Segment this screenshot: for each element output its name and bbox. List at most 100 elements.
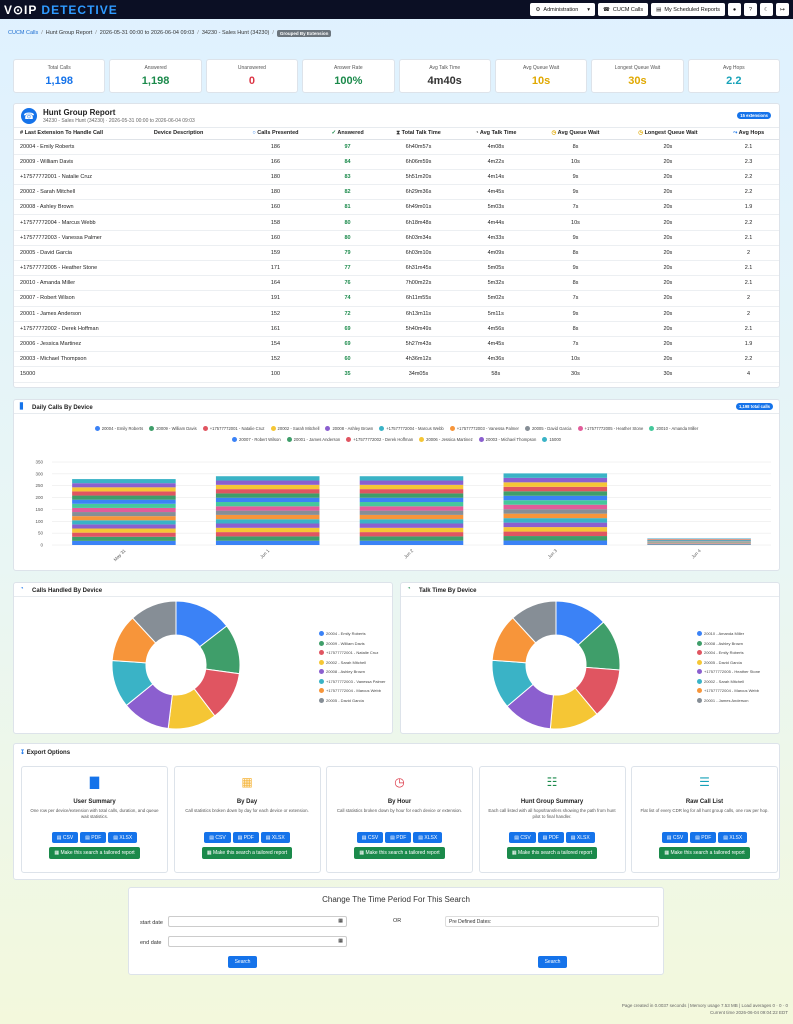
export-xlsx-button[interactable]: ▤ XLSX: [565, 832, 595, 843]
legend-item[interactable]: +17577772004 - Marcus Webb: [697, 686, 760, 696]
bar-stack[interactable]: [72, 479, 176, 545]
table-row[interactable]: +17577772003 - Vanessa Palmer 160 80 6h03m3…: [14, 230, 779, 246]
table-row[interactable]: 20007 - Robert Wilson 191 74 6h11m55s 5m02s 7…: [14, 290, 779, 307]
table-row[interactable]: 15000 100 35 34m05s 58s 30s 30s 4: [14, 366, 779, 383]
legend-item[interactable]: 20006 - Jessica Martinez: [419, 437, 473, 442]
column-icon: ✓: [331, 130, 338, 137]
legend-item[interactable]: +17577772005 - Heather Stone: [577, 426, 643, 431]
column-header[interactable]: ✓ Answered: [316, 128, 379, 140]
cucm-calls-button[interactable]: ☎ CUCM Calls: [598, 3, 649, 16]
table-row[interactable]: +17577772002 - Derek Hoffman 161 69 5h40m49…: [14, 321, 779, 337]
export-pdf-button[interactable]: ▤ PDF: [537, 832, 564, 843]
legend-item[interactable]: +17577772002 - Derek Hoffman: [346, 437, 413, 442]
export-csv-button[interactable]: ▤ CSV: [204, 832, 231, 843]
end-date-input[interactable]: ▦: [168, 936, 347, 947]
tailored-report-button[interactable]: ▦ Make this search a tailored report: [354, 847, 445, 859]
export-pdf-button[interactable]: ▤ PDF: [80, 832, 107, 843]
export-csv-button[interactable]: ▤ CSV: [51, 832, 79, 843]
legend-item[interactable]: +17577772004 - Marcus Webb: [379, 426, 444, 431]
legend-item[interactable]: 20002 - Sarah Mitchell: [319, 658, 385, 668]
bar-stack[interactable]: [503, 473, 608, 545]
table-row[interactable]: +17577772004 - Marcus Webb 158 80 6h18m48s 4…: [14, 214, 779, 231]
export-xlsx-button[interactable]: ▤ XLSX: [260, 832, 290, 843]
export-pdf-button[interactable]: ▤ PDF: [690, 832, 717, 843]
table-row[interactable]: 20001 - James Anderson 152 72 6h13m11s 5m11s…: [14, 306, 779, 322]
export-xlsx-button[interactable]: ▤ XLSX: [718, 832, 748, 843]
legend-item[interactable]: +17577772003 - Vanessa Palmer: [319, 677, 385, 687]
logout-button[interactable]: ↦: [776, 3, 789, 16]
administration-dropdown[interactable]: ⚙ Administration ▾: [530, 3, 596, 16]
table-row[interactable]: 20005 - David Garcia 159 79 6h03m10s 4m09s 8s…: [14, 245, 779, 262]
column-header[interactable]: # Last Extension To Handle Call: [14, 128, 148, 140]
export-csv-button[interactable]: ▤ CSV: [509, 832, 536, 843]
predefined-dates-select[interactable]: Pre Defined Dates:: [445, 916, 659, 927]
legend-item[interactable]: +17577772001 - Natalie Cruz: [319, 648, 385, 658]
search-button-custom[interactable]: Search: [228, 956, 257, 968]
donut-slice[interactable]: [512, 600, 557, 644]
legend-item[interactable]: 20001 - James Anderson: [697, 696, 760, 706]
column-header[interactable]: ◷ Avg Queue Wait: [533, 128, 618, 140]
table-row[interactable]: 20002 - Sarah Mitchell 180 82 6h29m36s 4m45s…: [14, 184, 779, 201]
tailored-report-button[interactable]: ▦ Make this search a tailored report: [201, 847, 293, 859]
app-logo[interactable]: V⊙IP DETECTIVE: [4, 2, 118, 17]
export-csv-button[interactable]: ▤ CSV: [661, 832, 689, 843]
legend-item[interactable]: 20008 - Ashley Brown: [697, 639, 760, 649]
legend-item[interactable]: +17577772005 - Heather Stone: [697, 667, 760, 677]
table-row[interactable]: +17577772001 - Natalie Cruz 180 83 5h51m20s…: [14, 169, 779, 186]
export-pdf-button[interactable]: ▤ PDF: [385, 832, 412, 843]
bar-stack[interactable]: [647, 538, 751, 545]
dark-mode-button[interactable]: ☾: [760, 3, 773, 16]
help-button[interactable]: ?: [744, 3, 757, 16]
table-row[interactable]: 20003 - Michael Thompson 152 60 4h36m12s 4m3…: [14, 351, 779, 368]
tailored-report-button[interactable]: ▦ Make this search a tailored report: [659, 847, 750, 859]
table-row[interactable]: 20008 - Ashley Brown 160 81 6h49m01s 5m03s 7s…: [14, 199, 779, 216]
legend-item[interactable]: +17577772001 - Natalie Cruz: [202, 426, 265, 431]
bar-stack[interactable]: [359, 476, 464, 545]
column-header[interactable]: ○ Calls Presented: [234, 128, 317, 140]
export-csv-button[interactable]: ▤ CSV: [356, 832, 384, 843]
column-header[interactable]: ⤳ Avg Hops: [718, 128, 779, 140]
legend-item[interactable]: 20003 - Michael Thompson: [478, 437, 536, 442]
legend-item[interactable]: 20002 - Sarah Mitchell: [697, 677, 760, 687]
table-row[interactable]: +17577772005 - Heather Stone 171 77 6h31m45…: [14, 260, 779, 277]
start-date-input[interactable]: ▦: [168, 916, 347, 927]
bar-stack[interactable]: [215, 476, 320, 545]
legend-item[interactable]: 20009 - William Davis: [319, 639, 385, 649]
column-header[interactable]: ◔ Avg Talk Time: [458, 128, 534, 140]
table-row[interactable]: 20010 - Amanda Miller 164 76 7h00m22s 5m32s 8…: [14, 275, 779, 292]
column-header[interactable]: ⧗ Total Talk Time: [378, 128, 459, 140]
donut-slice[interactable]: [131, 600, 177, 644]
legend-item[interactable]: 20008 - Ashley Brown: [319, 667, 385, 677]
table-row[interactable]: 20004 - Emily Roberts 186 97 6h40m57s 4m08s 8…: [14, 139, 779, 155]
legend-item[interactable]: 20010 - Amanda Miller: [697, 629, 760, 639]
legend-item[interactable]: +17577772004 - Marcus Webb: [319, 686, 385, 696]
table-row[interactable]: 20009 - William Davis 166 84 6h06m59s 4m22s 1…: [14, 154, 779, 170]
export-xlsx-button[interactable]: ▤ XLSX: [413, 832, 443, 843]
column-header[interactable]: ◷ Longest Queue Wait: [617, 128, 719, 140]
table-row[interactable]: 20006 - Jessica Martinez 154 69 5h27m43s 4m4…: [14, 336, 779, 353]
legend-item[interactable]: 20005 - David Garcia: [524, 426, 572, 431]
legend-item[interactable]: 15000: [542, 437, 561, 442]
legend-item[interactable]: +17577772003 - Vanessa Palmer: [449, 426, 519, 431]
tailored-report-button[interactable]: ▦ Make this search a tailored report: [506, 847, 598, 859]
search-button-predefined[interactable]: Search: [538, 956, 567, 968]
legend-item[interactable]: 20004 - Emily Roberts: [94, 426, 143, 431]
user-button[interactable]: ●: [728, 3, 741, 16]
legend-item[interactable]: 20004 - Emily Roberts: [697, 648, 760, 658]
scheduled-reports-button[interactable]: ▤ My Scheduled Reports: [651, 3, 725, 16]
export-xlsx-button[interactable]: ▤ XLSX: [108, 832, 138, 843]
legend-item[interactable]: 20009 - William Davis: [149, 426, 197, 431]
legend-item[interactable]: 20001 - James Anderson: [286, 437, 340, 442]
legend-item[interactable]: 20004 - Emily Roberts: [319, 629, 385, 639]
bar-chart-icon: ▋: [20, 404, 25, 410]
export-pdf-button[interactable]: ▤ PDF: [232, 832, 259, 843]
legend-item[interactable]: 20007 - Robert Wilson: [232, 437, 281, 442]
legend-item[interactable]: 20008 - Ashley Brown: [325, 426, 373, 431]
tailored-report-button[interactable]: ▦ Make this search a tailored report: [49, 847, 140, 859]
legend-item[interactable]: 20005 - David Garcia: [319, 696, 385, 706]
column-header[interactable]: Device Description: [147, 128, 235, 140]
legend-item[interactable]: 20005 - David Garcia: [697, 658, 760, 668]
legend-item[interactable]: 20010 - Amanda Miller: [649, 426, 698, 431]
legend-item[interactable]: 20002 - Sarah Mitchell: [270, 426, 319, 431]
breadcrumb-cucm-calls[interactable]: CUCM Calls: [8, 30, 39, 36]
